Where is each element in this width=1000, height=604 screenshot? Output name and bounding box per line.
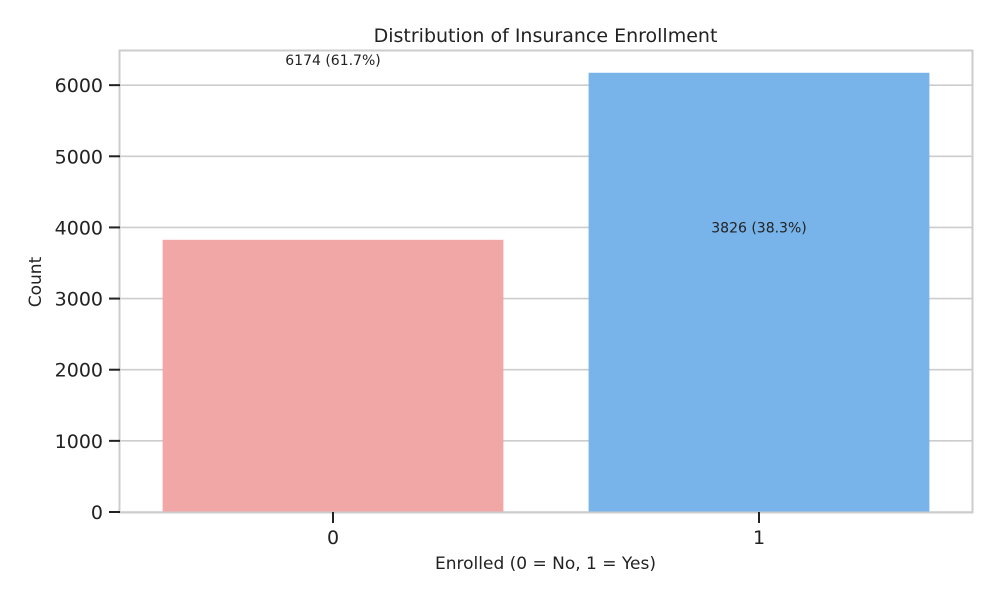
y-tick-label: 2000 <box>55 360 103 382</box>
data-labels: 6174 (61.7%) 3826 (38.3%) <box>285 53 806 236</box>
data-label: 6174 (61.7%) <box>285 53 380 69</box>
data-label: 3826 (38.3%) <box>711 220 806 236</box>
y-tick-label: 0 <box>91 502 103 524</box>
bars <box>162 72 930 513</box>
y-tick-label: 3000 <box>55 289 103 311</box>
bar-0 <box>162 239 504 513</box>
x-tick-label: 0 <box>327 527 339 549</box>
y-tick-label: 4000 <box>55 217 103 239</box>
axis-ticks: 0 1000 2000 3000 4000 5000 6000 0 1 <box>55 75 765 549</box>
chart-title: Distribution of Insurance Enrollment <box>374 25 718 47</box>
plot-frame <box>118 49 974 514</box>
x-axis-label: Enrolled (0 = No, 1 = Yes) <box>435 554 656 574</box>
bar-1 <box>588 72 930 513</box>
y-tick-label: 1000 <box>55 431 103 453</box>
y-tick-label: 5000 <box>55 146 103 168</box>
x-tick-label: 1 <box>753 527 765 549</box>
y-tick-label: 6000 <box>55 75 103 97</box>
y-axis-label: Count <box>26 256 46 307</box>
